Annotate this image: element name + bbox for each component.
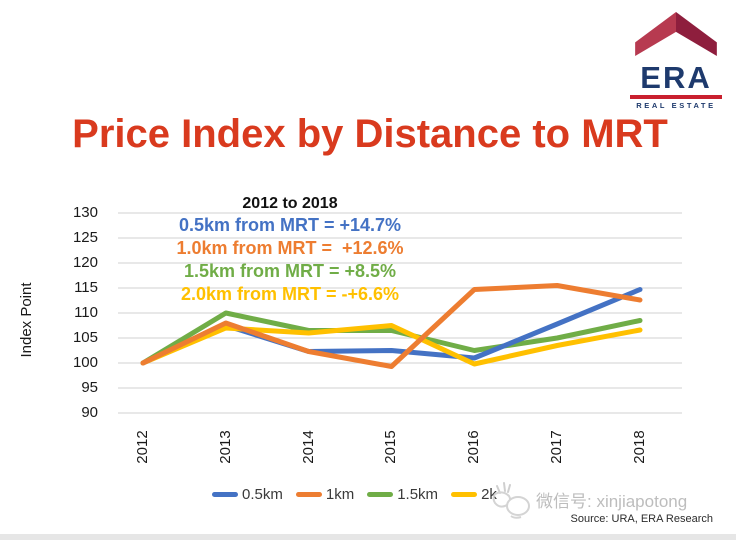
chart-gridlines xyxy=(118,212,682,414)
legend-item-0.5km: 0.5km xyxy=(212,486,283,503)
era-logo: ERA REAL ESTATE xyxy=(620,12,732,110)
chart-legend: 0.5km 1km 1.5km 2k xyxy=(212,486,497,503)
y-tick-120: 120 xyxy=(72,254,98,271)
legend-item-1km: 1km xyxy=(295,486,355,503)
y-tick-90: 90 xyxy=(81,404,98,421)
line-chart xyxy=(118,212,682,414)
x-tick-2015: 2015 xyxy=(382,430,400,464)
y-tick-105: 105 xyxy=(72,329,98,346)
annotation-line-3: 2.0km from MRT = -+6.6% xyxy=(180,284,400,304)
annotation-line-0: 0.5km from MRT = +14.7% xyxy=(178,215,402,235)
annotation-line-1: 1.0km from MRT = +12.6% xyxy=(176,238,404,258)
series-line-1.5km xyxy=(140,310,643,366)
source-note: Source: URA, ERA Research xyxy=(570,513,713,525)
x-tick-2017: 2017 xyxy=(548,430,566,464)
y-tick-100: 100 xyxy=(72,354,98,371)
watermark-text: 微信号: xinjiapotong xyxy=(536,492,688,511)
era-logo-text: ERA xyxy=(640,60,712,95)
y-tick-130: 130 xyxy=(72,204,98,221)
x-tick-2012: 2012 xyxy=(134,430,151,464)
page-title: Price Index by Distance to MRT xyxy=(72,112,668,156)
legend-dash-icon xyxy=(367,492,394,497)
y-axis-title: Index Point xyxy=(18,282,35,358)
legend-label: 1km xyxy=(325,486,355,503)
legend-dash-icon xyxy=(295,492,322,497)
bottom-strip xyxy=(0,534,736,540)
era-roof-icon xyxy=(635,12,717,56)
annotation-block: 2012 to 2018 0.5km from MRT = +14.7% 1.0k… xyxy=(110,194,470,306)
y-tick-95: 95 xyxy=(81,379,98,396)
wechat-doodle-icon xyxy=(492,482,530,519)
y-tick-110: 110 xyxy=(74,304,98,321)
legend-dash-icon xyxy=(212,492,238,497)
x-tick-2016: 2016 xyxy=(465,430,483,464)
era-logo-divider xyxy=(630,95,722,99)
y-tick-125: 125 xyxy=(72,229,98,246)
legend-item-1.5km: 1.5km xyxy=(367,486,438,503)
annotation-line-2: 1.5km from MRT = +8.5% xyxy=(183,261,397,281)
legend-label: 1.5km xyxy=(397,486,439,503)
annotation-heading: 2012 to 2018 xyxy=(242,195,338,212)
series-line-1km xyxy=(140,283,643,369)
era-logo-tagline: REAL ESTATE xyxy=(636,101,716,110)
y-tick-115: 115 xyxy=(74,279,98,296)
chart-series-lines xyxy=(140,283,643,369)
x-tick-2013: 2013 xyxy=(216,430,234,464)
x-tick-2014: 2014 xyxy=(299,430,317,464)
x-tick-2018: 2018 xyxy=(630,430,648,464)
legend-label: 0.5km xyxy=(242,486,283,503)
series-line-2km xyxy=(140,323,643,367)
legend-dash-icon xyxy=(451,492,478,497)
